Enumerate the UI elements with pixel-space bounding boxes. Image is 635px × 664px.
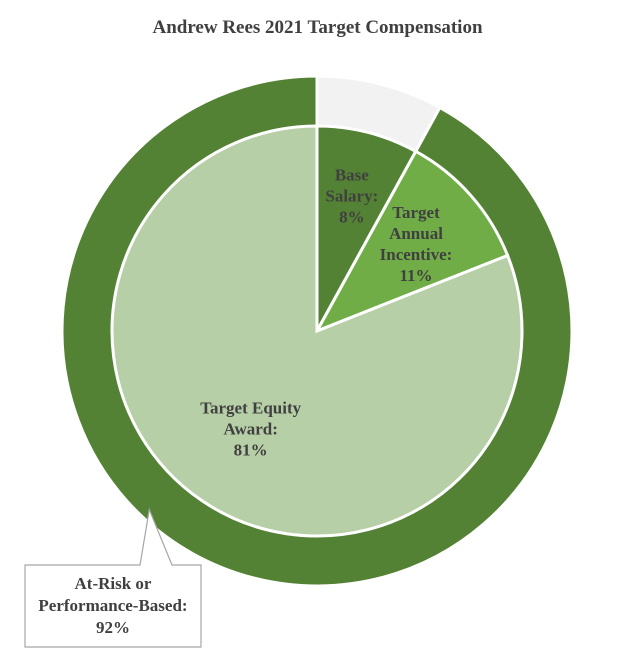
slice-label-0: Base Salary: 8% (325, 165, 378, 226)
slice-label-2-line-0: Target Equity (200, 399, 301, 418)
slice-label-0-line-1: Salary: (325, 186, 378, 205)
callout-line-2: 92% (96, 618, 130, 637)
slice-label-0-line-2: 8% (339, 207, 365, 226)
slice-label-2-line-1: Award: (223, 420, 277, 439)
slice-label-1-line-0: Target (392, 203, 440, 222)
callout-line-1: Performance-Based: (38, 596, 187, 615)
callout-border (24, 507, 202, 648)
pie-slice-1 (313, 149, 510, 334)
slice-label-1-line-2: Incentive: (380, 245, 453, 264)
slice-label-1-line-1: Annual (389, 224, 443, 243)
slice-label-2: Target Equity Award: 81% (200, 399, 301, 460)
chart-title: Andrew Rees 2021 Target Compensation (152, 17, 483, 38)
slice-label-2-line-2: 81% (234, 441, 268, 460)
slice-label-0-line-0: Base (335, 165, 369, 184)
callout-line-0: At-Risk or (75, 574, 152, 593)
pie-slice-0 (315, 124, 418, 332)
slice-label-1-line-3: 11% (399, 266, 432, 285)
pie-slice-2 (110, 124, 524, 538)
slice-label-1: Target Annual Incentive: 11% (380, 203, 453, 285)
inner-pie (110, 124, 524, 538)
callout-label: At-Risk or Performance-Based: 92% (38, 574, 187, 637)
callout-box: At-Risk or Performance-Based: 92% (24, 507, 202, 648)
slice-labels: Base Salary: 8% Target Annual Incentive: 11%Ta… (200, 165, 452, 459)
